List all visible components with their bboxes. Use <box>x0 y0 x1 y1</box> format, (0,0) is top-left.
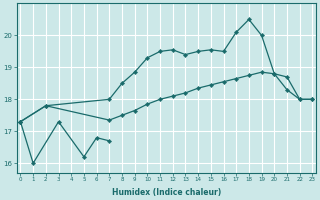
X-axis label: Humidex (Indice chaleur): Humidex (Indice chaleur) <box>112 188 221 197</box>
